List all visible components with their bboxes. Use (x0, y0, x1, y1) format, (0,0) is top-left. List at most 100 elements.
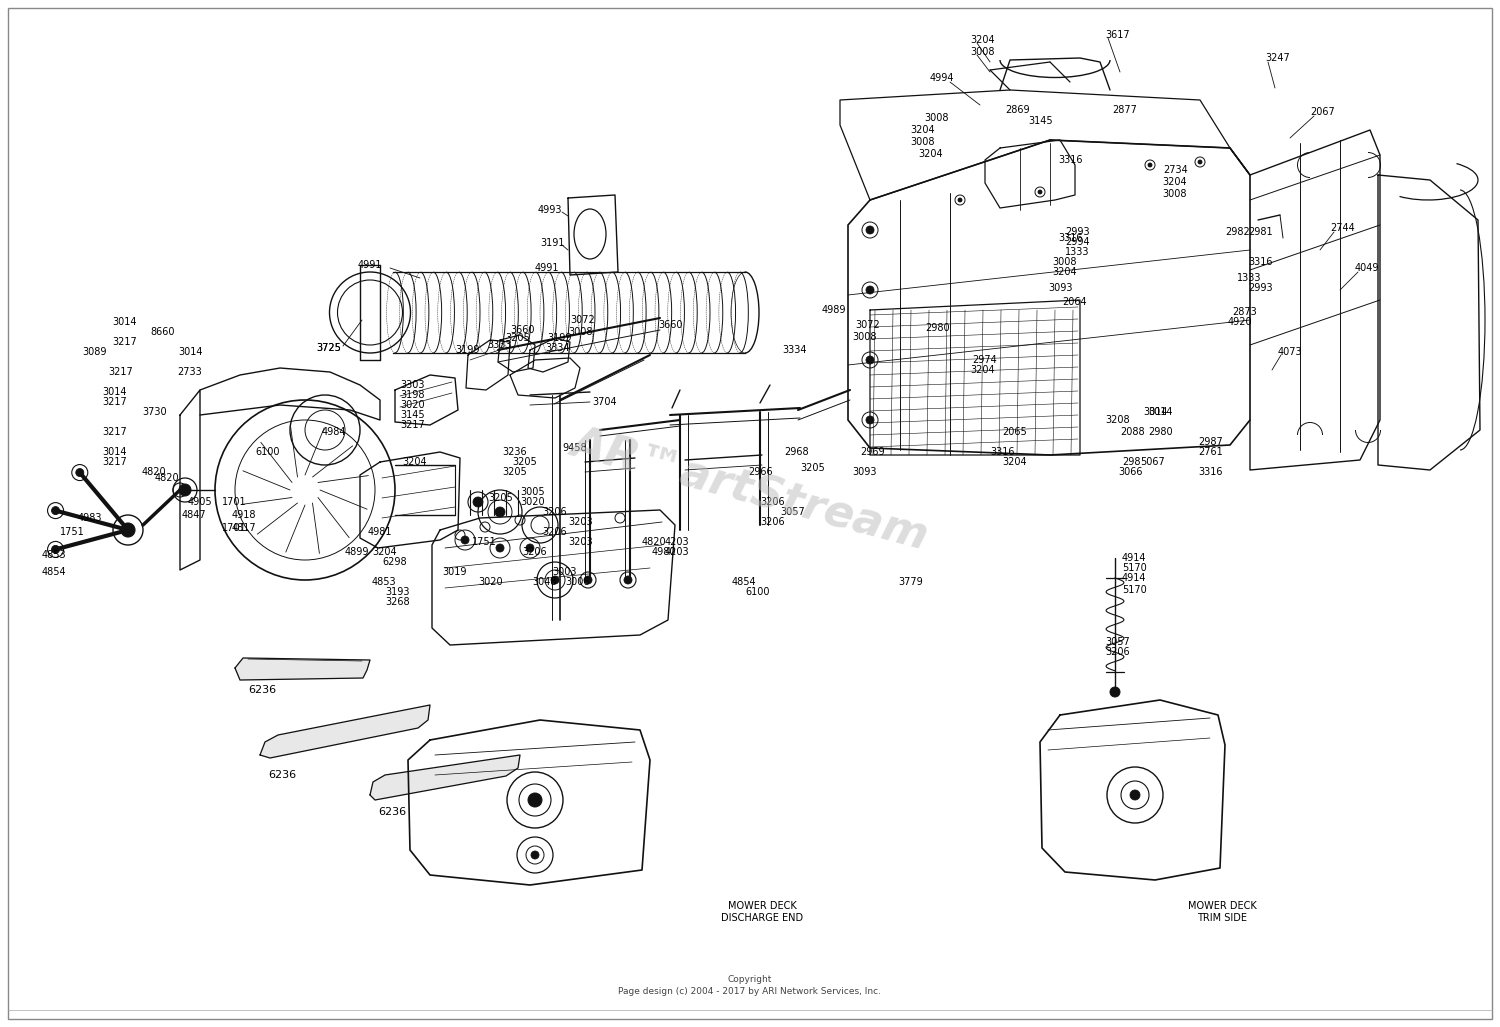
Text: 3093: 3093 (852, 467, 876, 477)
Circle shape (865, 416, 874, 424)
Text: 4820: 4820 (142, 467, 166, 477)
Text: 3617: 3617 (1106, 30, 1130, 40)
Circle shape (178, 484, 190, 496)
Text: MOWER DECK: MOWER DECK (728, 901, 796, 911)
Text: 6236: 6236 (378, 807, 406, 817)
Text: 3779: 3779 (898, 577, 922, 587)
Text: 4853: 4853 (372, 577, 396, 587)
Text: 3730: 3730 (142, 407, 166, 417)
Text: 3204: 3204 (970, 35, 994, 45)
Circle shape (865, 356, 874, 364)
Text: 3019: 3019 (442, 567, 466, 577)
Text: 3204: 3204 (970, 365, 994, 375)
Text: 3204: 3204 (910, 125, 934, 135)
Text: 4817: 4817 (232, 523, 256, 533)
Text: 3217: 3217 (112, 337, 136, 347)
Text: 3203: 3203 (568, 517, 592, 527)
Text: 3014: 3014 (112, 317, 136, 327)
Text: 4847: 4847 (182, 510, 207, 520)
Text: 3008: 3008 (910, 137, 934, 147)
Text: 2734: 2734 (1162, 165, 1188, 175)
Text: Page design (c) 2004 - 2017 by ARI Network Services, Inc.: Page design (c) 2004 - 2017 by ARI Netwo… (618, 987, 882, 995)
Text: 3333: 3333 (488, 340, 512, 350)
Text: 4203: 4203 (664, 547, 690, 557)
Circle shape (496, 544, 504, 551)
Text: 3204: 3204 (918, 149, 942, 159)
Text: 3236: 3236 (503, 447, 526, 457)
Text: 4914: 4914 (1122, 553, 1146, 563)
Text: 4984: 4984 (322, 427, 346, 438)
Text: Copyright: Copyright (728, 976, 772, 985)
Text: 3316: 3316 (990, 447, 1014, 457)
Circle shape (1148, 163, 1152, 167)
Text: 2873: 2873 (1232, 307, 1257, 317)
Text: 2744: 2744 (1330, 223, 1354, 233)
Text: 6100: 6100 (255, 447, 279, 457)
Text: 3204: 3204 (402, 457, 426, 467)
Text: 3704: 3704 (592, 397, 616, 407)
Text: 3199: 3199 (454, 345, 480, 355)
Text: 2067: 2067 (1310, 107, 1335, 117)
Text: 3014: 3014 (102, 447, 126, 457)
Text: 3316: 3316 (1198, 467, 1222, 477)
Text: 3057: 3057 (780, 507, 804, 517)
Text: 4854: 4854 (42, 567, 66, 577)
Text: 3205: 3205 (506, 333, 530, 343)
Circle shape (472, 497, 483, 507)
Text: 3725: 3725 (316, 343, 340, 353)
Text: 3206: 3206 (542, 527, 567, 537)
Text: 2969: 2969 (859, 447, 885, 457)
Text: 3072: 3072 (855, 320, 879, 330)
Text: 4989: 4989 (822, 305, 846, 315)
Text: 4203: 4203 (664, 537, 690, 547)
Text: 3008: 3008 (1162, 189, 1186, 199)
Text: 6236: 6236 (248, 685, 276, 695)
Text: 3014: 3014 (178, 347, 203, 357)
Text: 6100: 6100 (746, 587, 770, 597)
Polygon shape (260, 705, 430, 758)
Text: 3193: 3193 (386, 587, 410, 597)
Text: MOWER DECK: MOWER DECK (1188, 901, 1257, 911)
Text: 2980: 2980 (926, 324, 950, 333)
Text: 3145: 3145 (1028, 116, 1053, 126)
Text: 3014: 3014 (102, 387, 126, 397)
Circle shape (51, 506, 60, 515)
Text: 3660: 3660 (658, 320, 682, 330)
Text: 3206: 3206 (760, 517, 784, 527)
Text: 3191: 3191 (540, 238, 564, 248)
Text: 3008: 3008 (568, 327, 592, 337)
Text: 3206: 3206 (1106, 647, 1130, 657)
Text: 3008: 3008 (924, 113, 948, 123)
Text: 4980: 4980 (652, 547, 676, 557)
Text: 3014: 3014 (1148, 407, 1173, 417)
Text: 4981: 4981 (368, 527, 393, 537)
Circle shape (624, 576, 632, 584)
Text: 3316: 3316 (1058, 155, 1083, 165)
Text: 4914: 4914 (1122, 573, 1146, 583)
Text: 3072: 3072 (570, 315, 594, 325)
Text: 4991: 4991 (536, 263, 560, 273)
Text: 5067: 5067 (1140, 457, 1164, 467)
Text: 5170: 5170 (1122, 585, 1146, 595)
Text: 3003: 3003 (552, 567, 576, 577)
Text: 2064: 2064 (1062, 297, 1086, 307)
Text: 3725: 3725 (316, 343, 340, 353)
Text: 1751: 1751 (60, 527, 84, 537)
Text: 6236: 6236 (268, 770, 296, 779)
Text: 1701: 1701 (222, 523, 246, 533)
Text: 4993: 4993 (538, 205, 562, 215)
Text: 2981: 2981 (1248, 227, 1272, 237)
Text: 4049: 4049 (1354, 263, 1380, 273)
Text: 4983: 4983 (78, 514, 102, 523)
Circle shape (528, 793, 542, 807)
Text: 3660: 3660 (510, 325, 534, 335)
Text: 2877: 2877 (1112, 105, 1137, 115)
Text: 9458: 9458 (562, 443, 586, 453)
Text: 4854: 4854 (732, 577, 756, 587)
Text: 3006: 3006 (566, 577, 590, 587)
Circle shape (550, 576, 560, 584)
Text: 4991: 4991 (358, 260, 382, 270)
Text: 2994: 2994 (1065, 237, 1089, 248)
Circle shape (1038, 190, 1042, 194)
Text: 3206: 3206 (760, 497, 784, 507)
